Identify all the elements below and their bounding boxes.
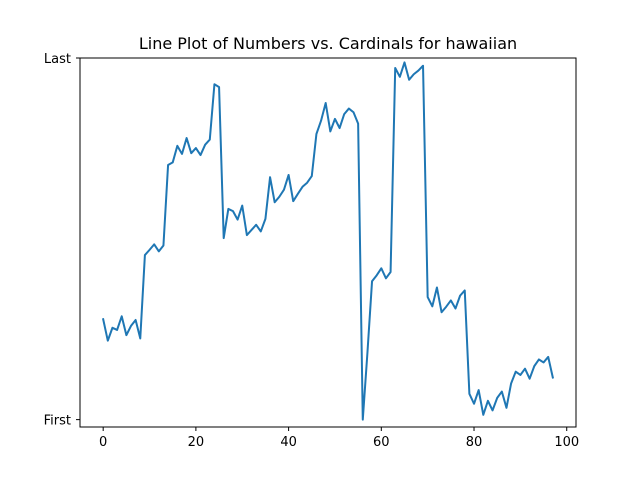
y-tick-label: Last	[44, 52, 71, 67]
series-line	[101, 61, 555, 421]
x-tick-label: 20	[188, 435, 205, 450]
x-tick-label: 0	[99, 435, 107, 450]
x-tick-label: 80	[466, 435, 483, 450]
x-tick-label: 100	[554, 435, 579, 450]
chart-title: Line Plot of Numbers vs. Cardinals for h…	[139, 34, 517, 53]
plot-frame	[79, 57, 577, 428]
y-axis: First Last	[44, 52, 80, 429]
plot-area	[79, 57, 577, 428]
x-axis: 0 20 40 60 80 100	[99, 427, 579, 450]
x-tick-label: 60	[373, 435, 390, 450]
x-tick-label: 40	[280, 435, 297, 450]
y-tick-label: First	[44, 414, 71, 429]
